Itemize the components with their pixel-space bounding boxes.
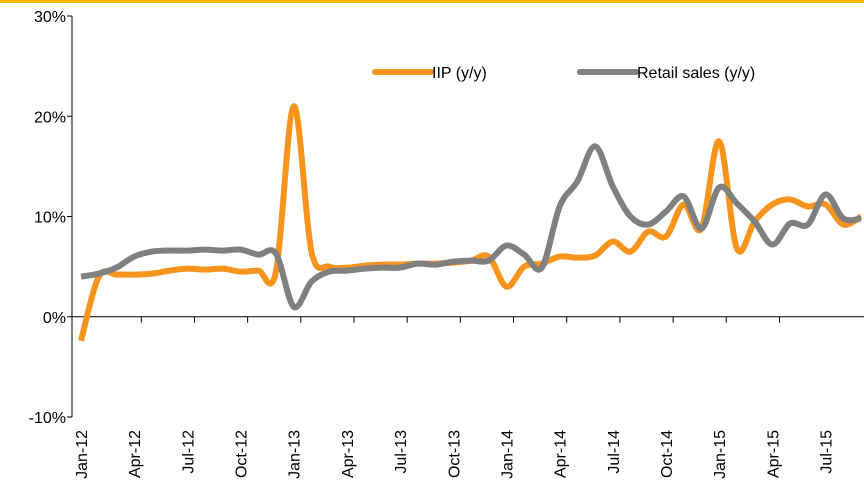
x-tick-label: Apr-13 bbox=[340, 430, 357, 478]
y-tick-label: 20% bbox=[34, 109, 66, 126]
y-tick-label: 10% bbox=[34, 210, 66, 227]
x-tick-label: Jul-12 bbox=[180, 430, 197, 474]
x-tick-label: Jul-13 bbox=[393, 430, 410, 474]
y-tick-label: -10% bbox=[29, 410, 66, 427]
x-tick-label: Jan-14 bbox=[499, 430, 516, 479]
x-tick-label: Apr-14 bbox=[553, 430, 570, 478]
x-tick-label: Jul-15 bbox=[819, 430, 836, 474]
x-tick-label: Apr-15 bbox=[765, 430, 782, 478]
series-line bbox=[78, 103, 863, 342]
x-tick-label: Oct-12 bbox=[234, 430, 251, 478]
x-tick-label: Oct-14 bbox=[659, 430, 676, 478]
y-tick-label: 0% bbox=[43, 310, 66, 327]
legend-label: IIP (y/y) bbox=[432, 65, 487, 82]
y-tick-label: 30% bbox=[34, 9, 66, 26]
x-tick-label: Jul-14 bbox=[606, 430, 623, 474]
x-tick-label: Apr-12 bbox=[127, 430, 144, 478]
x-tick-label: Oct-13 bbox=[446, 430, 463, 478]
x-tick-label: Jan-15 bbox=[712, 430, 729, 479]
top-border bbox=[0, 0, 864, 3]
legend-label: Retail sales (y/y) bbox=[637, 65, 755, 82]
series-line bbox=[80, 143, 862, 311]
x-tick-label: Jan-12 bbox=[74, 430, 91, 479]
x-tick-label: Jan-13 bbox=[287, 430, 304, 479]
